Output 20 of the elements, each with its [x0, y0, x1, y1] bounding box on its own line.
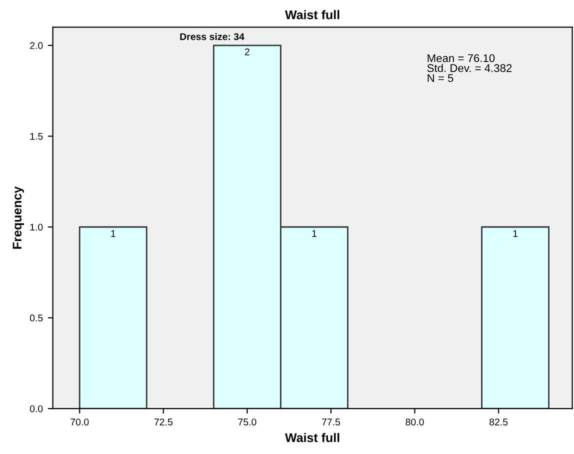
data-label: 1 [513, 230, 518, 237]
y-axis-title: Frequency [12, 186, 24, 249]
x-tick-label: 75.0 [238, 418, 256, 426]
y-tick-label: 1.5 [30, 133, 43, 140]
y-tick-label: 0.0 [30, 405, 43, 412]
y-tick-label: 0.5 [30, 314, 43, 322]
annotation: Mean = 76.10 Std. Dev. = 4.382 N = 5 [427, 54, 512, 82]
x-tick-label: 72.5 [154, 418, 172, 426]
chart-title: Waist full [285, 10, 340, 20]
y-tick-label: 2.0 [30, 42, 43, 50]
data-label: 1 [111, 230, 116, 237]
x-tick-label: 70.0 [70, 418, 89, 426]
x-tick-label: 80.0 [406, 418, 424, 426]
x-axis-title: Waist full [285, 432, 340, 442]
chart-subtitle: Dress size: 34 [180, 32, 244, 40]
x-tick-label: 77.5 [322, 418, 340, 426]
data-label: 1 [312, 230, 316, 237]
data-label: 2 [244, 48, 250, 56]
x-tick-label: 82.5 [490, 418, 508, 426]
y-tick-label: 1.0 [30, 224, 43, 231]
